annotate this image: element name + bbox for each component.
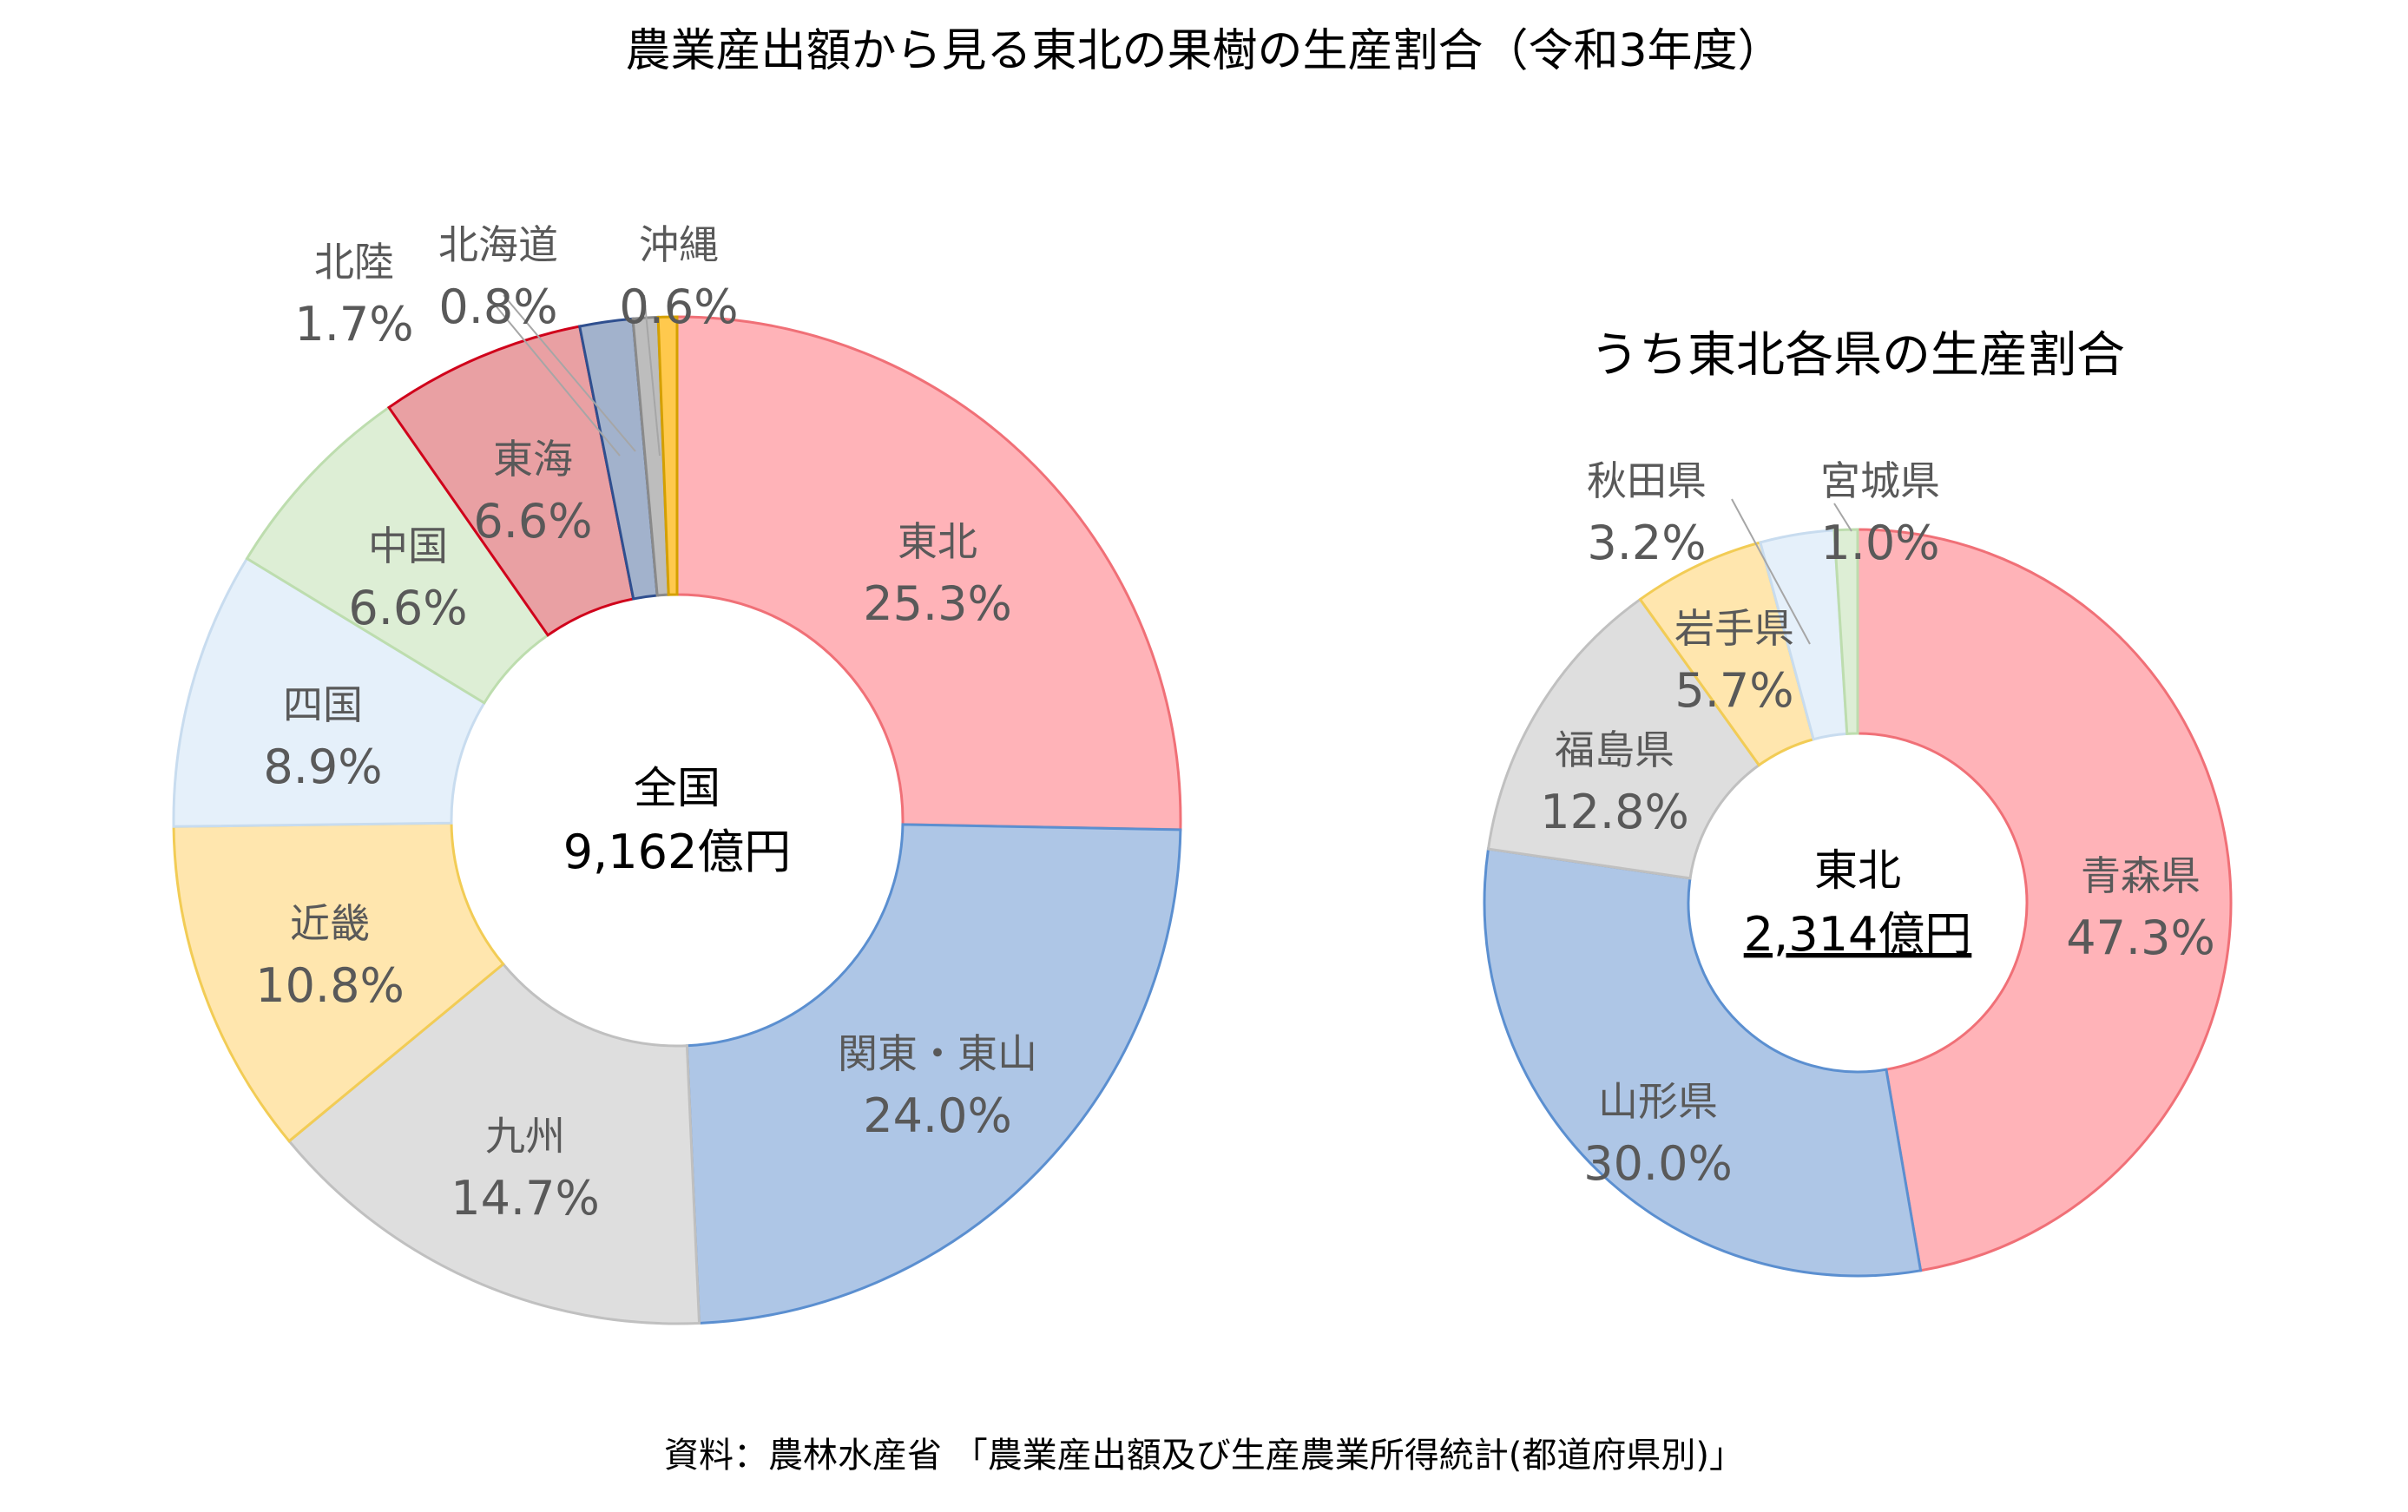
leader-line-8 <box>503 294 636 452</box>
slice-name-label-3: 近畿 <box>290 900 370 947</box>
slice-name-label-5: 宮城県 <box>1820 457 1940 504</box>
source-note: 資料：農林水産省 「農業産出額及び生産農業所得統計(都道府県別)」 <box>664 1436 1744 1476</box>
slice-name-label-2: 九州 <box>485 1113 565 1160</box>
slice-value-label-9: 0.6% <box>619 279 738 334</box>
leader-line-5 <box>1833 503 1852 532</box>
slice-name-label-0: 青森県 <box>2081 852 2201 899</box>
center-label-line2: 9,162億円 <box>563 825 792 879</box>
donut-slice-1[interactable] <box>685 823 1182 1325</box>
leader-line-4 <box>1731 498 1811 645</box>
donut-slice-4[interactable] <box>172 556 486 828</box>
slice-value-label-1: 30.0% <box>1583 1136 1733 1191</box>
slice-value-label-4: 8.9% <box>263 740 382 794</box>
donut-slice-0[interactable] <box>1856 528 2233 1272</box>
leader-line-7 <box>490 299 621 457</box>
slice-value-label-6: 6.6% <box>473 494 592 549</box>
center-label-line1: 東北 <box>1814 845 1901 896</box>
slice-name-label-7: 北陸 <box>314 239 394 286</box>
slice-value-label-0: 25.3% <box>863 576 1012 631</box>
slice-value-label-3: 5.7% <box>1674 663 1793 718</box>
national-donut-chart: 東北 25.3% 関東・東山 24.0% 九州 14.7% 近畿 10.8% 四国 8.9% 中国 6… <box>172 221 1182 1325</box>
center-label-line1: 全国 <box>634 763 720 813</box>
donut-slice-1[interactable] <box>1483 847 1923 1278</box>
slice-name-label-1: 関東・東山 <box>838 1030 1037 1077</box>
slice-name-label-4: 四国 <box>283 681 363 728</box>
leader-line-9 <box>643 294 661 457</box>
slice-name-label-3: 岩手県 <box>1674 605 1794 652</box>
donut-slice-2[interactable] <box>1486 597 1761 880</box>
chart-title: 農業産出額から見る東北の果樹の生産割合（令和3年度） <box>625 25 1782 77</box>
donut-slice-9[interactable] <box>656 315 679 596</box>
slice-name-label-9: 沖縄 <box>639 221 719 268</box>
slice-value-label-5: 1.0% <box>1820 516 1939 570</box>
slice-value-label-7: 1.7% <box>294 297 413 352</box>
slice-name-label-0: 東北 <box>898 518 977 565</box>
slice-value-label-2: 12.8% <box>1540 785 1689 839</box>
slice-name-label-5: 中国 <box>368 523 448 569</box>
slice-value-label-3: 10.8% <box>255 958 405 1013</box>
slice-value-label-2: 14.7% <box>451 1171 600 1226</box>
slice-value-label-4: 3.2% <box>1587 516 1706 570</box>
slice-value-label-5: 6.6% <box>348 581 467 635</box>
slice-name-label-4: 秋田県 <box>1587 457 1707 504</box>
donut-slice-2[interactable] <box>286 962 701 1325</box>
donut-slice-5[interactable] <box>1832 528 1859 735</box>
donut-slice-3[interactable] <box>172 821 505 1143</box>
center-label-line2: 2,314億円 <box>1744 907 1972 962</box>
donut-slice-0[interactable] <box>675 315 1182 832</box>
donut-subtitle: うち東北各県の生産割合 <box>1590 327 2125 384</box>
slice-value-label-8: 0.8% <box>438 279 557 334</box>
slice-name-label-6: 東海 <box>493 436 573 483</box>
slice-name-label-8: 北海道 <box>438 221 558 268</box>
slice-value-label-1: 24.0% <box>863 1088 1012 1143</box>
slice-name-label-2: 福島県 <box>1555 726 1674 773</box>
slice-value-label-0: 47.3% <box>2066 910 2215 965</box>
slice-name-label-1: 山形県 <box>1598 1078 1718 1125</box>
